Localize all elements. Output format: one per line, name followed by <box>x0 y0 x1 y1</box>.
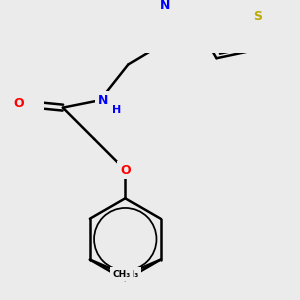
Text: CH₃: CH₃ <box>120 270 138 279</box>
Text: N: N <box>160 0 171 12</box>
Text: O: O <box>120 164 130 177</box>
Text: S: S <box>254 10 262 23</box>
Text: O: O <box>13 98 24 110</box>
Text: CH₃: CH₃ <box>112 270 130 279</box>
Text: H: H <box>112 105 121 115</box>
Text: N: N <box>98 94 108 107</box>
